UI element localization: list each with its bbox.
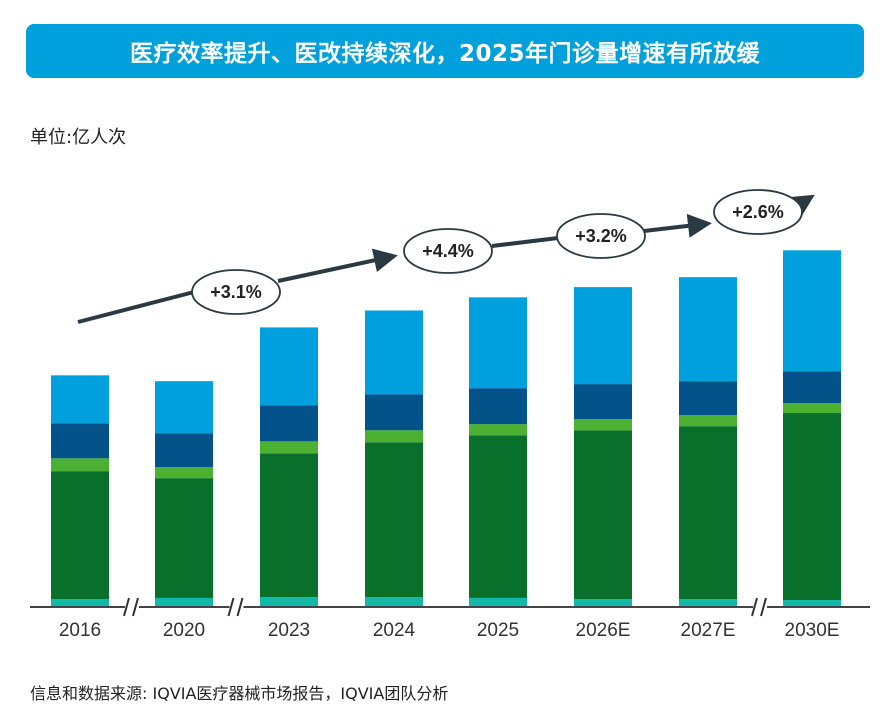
trend-arrow-segment — [491, 236, 559, 248]
bar-segment-2025-2 — [469, 424, 527, 436]
bar-segment-2016-2 — [51, 458, 109, 472]
x-tick-label: 2016 — [59, 620, 101, 641]
bar-segment-2026E-3 — [574, 384, 632, 420]
bar-segment-2027E-1 — [679, 426, 737, 600]
x-tick-label: 2030E — [785, 620, 840, 641]
growth-rate-bubble: +2.6% — [713, 189, 803, 235]
x-tick-label: 2020 — [163, 620, 205, 641]
bar-segment-2020-4 — [155, 381, 213, 434]
bar-segment-2024-4 — [365, 310, 423, 395]
growth-rate-bubble: +3.2% — [556, 213, 646, 259]
trend-arrow-segment — [77, 290, 195, 324]
bar-segment-2027E-4 — [679, 277, 737, 382]
bar-segment-2030E-4 — [783, 250, 841, 372]
axis-break-mark — [123, 597, 139, 617]
trend-arrow-segment — [643, 213, 712, 238]
bar-segment-2020-3 — [155, 433, 213, 468]
bar-segment-2023-3 — [260, 405, 318, 442]
bar-segment-2026E-0 — [574, 599, 632, 607]
growth-rate-label: +3.1% — [210, 282, 262, 302]
bar-segment-2016-0 — [51, 599, 109, 607]
x-tick-label: 2024 — [373, 620, 416, 641]
x-tick-label: 2023 — [268, 620, 310, 641]
growth-rate-bubble: +3.1% — [191, 269, 281, 315]
bar-segment-2020-0 — [155, 597, 213, 607]
bar-segment-2026E-4 — [574, 287, 632, 385]
bar-segment-2025-0 — [469, 597, 527, 607]
bar-segment-2023-4 — [260, 327, 318, 406]
growth-rate-label: +4.4% — [422, 241, 474, 261]
axis-break-mark — [227, 597, 244, 617]
title-banner: 医疗效率提升、医改持续深化，2025年门诊量增速有所放缓 — [26, 24, 864, 78]
x-tick-label: 2025 — [477, 620, 519, 641]
x-tick-label: 2027E — [681, 620, 736, 641]
trend-arrow-segment — [788, 194, 815, 218]
chart-title: 医疗效率提升、医改持续深化，2025年门诊量增速有所放缓 — [129, 41, 760, 67]
growth-rate-bubble: +4.4% — [403, 228, 493, 274]
source-note: 信息和数据来源: IQVIA医疗器械市场报告，IQVIA团队分析 — [30, 684, 449, 703]
bar-segment-2016-4 — [51, 375, 109, 424]
bar-segment-2025-4 — [469, 297, 527, 389]
bar-segment-2020-1 — [155, 478, 213, 598]
unit-label: 单位:亿人次 — [30, 127, 127, 148]
trend-arrow-segment — [277, 248, 398, 283]
bar-segment-2030E-0 — [783, 599, 841, 607]
bar-segment-2024-0 — [365, 597, 423, 607]
bar-segment-2024-2 — [365, 430, 423, 443]
axis-break-mark — [751, 597, 767, 617]
bar-segment-2025-3 — [469, 388, 527, 425]
bar-segment-2023-1 — [260, 453, 318, 598]
bar-segment-2025-1 — [469, 435, 527, 598]
bar-segment-2024-1 — [365, 442, 423, 598]
bar-segment-2027E-3 — [679, 381, 737, 416]
growth-rate-label: +2.6% — [732, 202, 784, 222]
bar-segment-2026E-2 — [574, 419, 632, 431]
x-tick-label: 2026E — [576, 620, 631, 641]
bar-segment-2023-0 — [260, 597, 318, 607]
bar-segment-2027E-0 — [679, 599, 737, 607]
bar-segment-2020-2 — [155, 467, 213, 479]
bar-segment-2023-2 — [260, 441, 318, 454]
bar-segment-2030E-1 — [783, 413, 841, 600]
bar-segment-2030E-3 — [783, 371, 841, 404]
bar-segment-2016-3 — [51, 423, 109, 459]
growth-rate-label: +3.2% — [575, 226, 627, 246]
bar-segment-2030E-2 — [783, 403, 841, 414]
bar-segment-2016-1 — [51, 471, 109, 600]
bar-segment-2027E-2 — [679, 415, 737, 427]
bar-segment-2026E-1 — [574, 430, 632, 600]
bar-segment-2024-3 — [365, 394, 423, 431]
